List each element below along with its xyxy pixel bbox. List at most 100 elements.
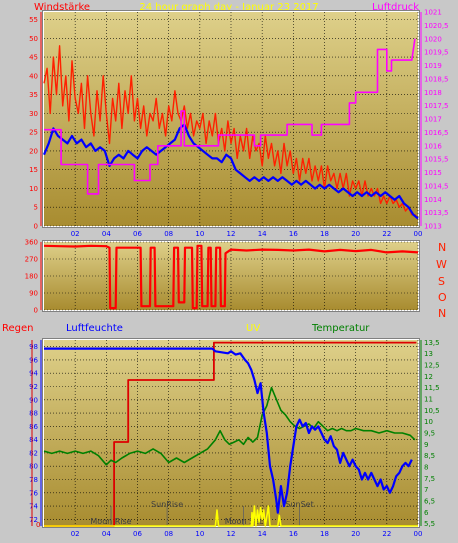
humidity-y-tick: 88 [29, 410, 38, 418]
pressure-y-tick: 1015 [424, 169, 442, 177]
temperature-y-tick: 9,5 [424, 430, 435, 438]
temperature-y-tick: 7,5 [424, 475, 435, 483]
wind-y-tick: 55 [29, 16, 38, 24]
chart-title: 24 hour graph day - Januar 23 2017 [139, 2, 318, 13]
direction-y-tick: 180 [25, 273, 38, 281]
temperature-y-tick: 10,5 [424, 407, 440, 415]
humidity-panel-x-tick: 14 [258, 530, 267, 538]
temperature-y-tick: 6,5 [424, 498, 435, 506]
temperature-y-tick: 13 [424, 350, 433, 358]
pressure-y-tick: 1013 [424, 223, 442, 231]
wind-y-tick: 45 [29, 54, 38, 62]
direction-y-tick: 0 [34, 307, 38, 315]
wind-y-tick: 30 [29, 110, 38, 118]
temperature-y-tick: 6 [424, 509, 429, 517]
wind-y-tick: 5 [34, 204, 38, 212]
humidity-y-tick: 98 [29, 343, 38, 351]
humidity-axis-title: Luftfeuchte [66, 323, 123, 334]
wind-average-line [42, 123, 419, 220]
wind-y-tick: 40 [29, 72, 38, 80]
wind-panel-x-tick: 12 [227, 230, 236, 238]
wind-panel-x-tick: 16 [289, 230, 298, 238]
humidity-panel-x-tick: 12 [227, 530, 236, 538]
wind-y-tick: 0 [34, 223, 38, 231]
wind-gust-line [43, 45, 419, 219]
humidity-y-tick: 74 [29, 503, 38, 511]
wind-y-tick: 20 [29, 147, 38, 155]
pressure-y-tick: 1020,5 [424, 22, 449, 30]
humidity-y-tick: 92 [29, 383, 38, 391]
temperature-y-tick: 12 [424, 373, 433, 381]
compass-o: O [438, 291, 447, 304]
wind-y-tick: 10 [29, 185, 38, 193]
humidity-y-tick: 82 [29, 449, 38, 457]
uv-line [44, 505, 418, 527]
wind-panel-x-tick: 10 [195, 230, 204, 238]
temperature-line [43, 386, 416, 466]
rain-axis-title: Regen [2, 323, 34, 334]
temperature-y-tick: 5,5 [424, 520, 435, 528]
humidity-y-tick: 90 [29, 396, 38, 404]
pressure-y-tick: 1015,5 [424, 156, 449, 164]
wind-y-tick: 35 [29, 91, 38, 99]
uv-axis-title: UV [246, 323, 260, 334]
humidity-y-tick: 72 [29, 516, 38, 524]
wind-panel-x-tick: 14 [258, 230, 267, 238]
temperature-y-tick: 11 [424, 395, 433, 403]
humidity-panel-x-tick: 00 [414, 530, 423, 538]
wind-panel-x-tick: 20 [351, 230, 360, 238]
pressure-y-tick: 1019 [424, 62, 442, 70]
humidity-panel-x-tick: 20 [351, 530, 360, 538]
wind-y-tick: 50 [29, 35, 38, 43]
humidity-panel-x-tick: 04 [102, 530, 111, 538]
temperature-y-tick: 10 [424, 418, 433, 426]
temperature-y-tick: 7 [424, 486, 428, 494]
humidity-y-tick: 80 [29, 463, 38, 471]
annotation-label-sunrise: SunRise [151, 500, 183, 509]
pressure-y-tick: 1013,5 [424, 209, 449, 217]
wind-axis-title: Windstärke [34, 2, 90, 13]
compass-n-top: N [438, 241, 446, 254]
pressure-y-tick: 1020 [424, 35, 442, 43]
wind-panel-x-tick: 06 [133, 230, 142, 238]
rain-y-tick: 0 [36, 521, 40, 529]
pressure-y-tick: 1018 [424, 89, 442, 97]
wind-panel-x-tick: 08 [164, 230, 173, 238]
temperature-y-tick: 12,5 [424, 361, 440, 369]
pressure-y-tick: 1018,5 [424, 75, 449, 83]
pressure-line [44, 38, 416, 195]
pressure-y-tick: 1016 [424, 142, 442, 150]
annotation-label-sunset: SunSet [285, 500, 313, 509]
temperature-y-tick: 13,5 [424, 339, 440, 347]
annotation-label-moon-set: Moon Set [225, 517, 262, 526]
humidity-panel-x-tick: 10 [195, 530, 204, 538]
pressure-y-tick: 1019,5 [424, 49, 449, 57]
wind-panel-x-tick: 02 [71, 230, 80, 238]
direction-line [43, 244, 419, 310]
pressure-y-tick: 1021 [424, 9, 442, 17]
annotation-label-moon-rise: Moon Rise [90, 517, 131, 526]
humidity-panel-x-tick: 16 [289, 530, 298, 538]
pressure-y-tick: 1016,5 [424, 129, 449, 137]
humidity-y-tick: 86 [29, 423, 38, 431]
direction-y-tick: 360 [25, 239, 38, 247]
wind-panel-x-tick: 00 [414, 230, 423, 238]
pressure-y-tick: 1014 [424, 196, 442, 204]
temperature-y-tick: 8 [424, 464, 428, 472]
humidity-panel-x-tick: 06 [133, 530, 142, 538]
humidity-line [44, 347, 413, 514]
compass-w: W [436, 258, 447, 271]
humidity-panel-x-tick: 08 [164, 530, 173, 538]
compass-n-bottom: N [438, 307, 446, 320]
pressure-axis-title: Luftdruck [372, 2, 419, 13]
humidity-y-tick: 76 [29, 489, 38, 497]
humidity-y-tick: 94 [29, 370, 38, 378]
humidity-y-tick: 96 [29, 356, 38, 364]
wind-panel-x-tick: 22 [382, 230, 391, 238]
wind-panel-x-tick: 04 [102, 230, 111, 238]
wind-panel-x-tick: 18 [320, 230, 329, 238]
wind-y-tick: 25 [29, 129, 38, 137]
temperature-y-tick: 8,5 [424, 452, 435, 460]
